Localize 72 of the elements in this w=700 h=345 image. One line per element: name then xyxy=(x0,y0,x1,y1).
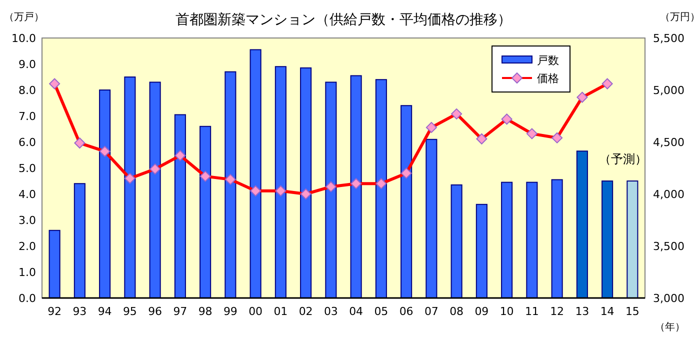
x-tick-label: 01 xyxy=(274,305,288,318)
legend-label: 戸数 xyxy=(537,54,559,67)
x-tick-label: 08 xyxy=(450,305,464,318)
x-tick-label: 13 xyxy=(575,305,590,318)
y2-tick-label: 4,500 xyxy=(653,136,684,149)
bar xyxy=(350,75,362,298)
y2-tick-label: 5,000 xyxy=(653,84,684,97)
bar xyxy=(99,90,111,298)
y2-tick-label: 3,500 xyxy=(653,240,684,253)
y-axis-title: （万戸） xyxy=(4,12,44,23)
y2-tick-label: 4,000 xyxy=(653,188,684,201)
bar xyxy=(224,71,236,298)
bar xyxy=(174,114,186,298)
legend-label: 価格 xyxy=(537,72,559,85)
y-tick-label: 8.0 xyxy=(18,84,36,97)
x-tick-label: 98 xyxy=(198,305,212,318)
y-tick-label: 3.0 xyxy=(18,214,36,227)
x-axis-title: （年） xyxy=(655,321,685,333)
chart-title: 首都圏新築マンション（供給戸数・平均価格の推移） xyxy=(176,12,512,28)
x-tick-label: 94 xyxy=(98,305,112,318)
x-tick-label: 00 xyxy=(248,305,263,318)
y-tick-label: 4.0 xyxy=(18,188,36,201)
bar xyxy=(149,82,161,298)
x-tick-label: 14 xyxy=(600,305,614,318)
bar xyxy=(526,182,538,298)
x-tick-label: 02 xyxy=(298,305,313,318)
bar xyxy=(426,138,438,298)
x-tick-label: 93 xyxy=(72,305,87,318)
bar xyxy=(551,179,563,298)
bar xyxy=(300,67,312,298)
y2-tick-label: 3,000 xyxy=(653,292,684,305)
y-tick-label: 2.0 xyxy=(18,240,36,253)
x-tick-label: 99 xyxy=(223,305,238,318)
bar xyxy=(74,183,86,298)
bar xyxy=(325,82,337,298)
bar xyxy=(576,150,588,298)
x-tick-label: 10 xyxy=(500,305,514,318)
x-tick-label: 95 xyxy=(122,305,137,318)
x-tick-label: 11 xyxy=(524,305,539,318)
bar xyxy=(626,180,638,298)
x-tick-label: 07 xyxy=(424,305,438,318)
y-tick-label: 0.0 xyxy=(18,292,36,305)
bar xyxy=(602,180,614,298)
x-tick-label: 96 xyxy=(148,305,162,318)
y-tick-label: 7.0 xyxy=(18,110,36,123)
x-tick-label: 12 xyxy=(550,305,564,318)
x-tick-label: 92 xyxy=(48,305,62,318)
y-tick-label: 9.0 xyxy=(18,58,36,71)
x-tick-label: 03 xyxy=(324,305,338,318)
bar xyxy=(250,49,262,298)
y-tick-label: 10.0 xyxy=(12,32,36,45)
y2-axis-title: （万円） xyxy=(660,12,700,23)
bar xyxy=(375,79,387,298)
y-tick-label: 5.0 xyxy=(18,162,36,175)
bar xyxy=(124,76,136,298)
bar xyxy=(200,126,212,298)
x-tick-label: 97 xyxy=(173,305,188,318)
x-tick-label: 05 xyxy=(374,305,388,318)
bar xyxy=(476,204,488,298)
y-tick-label: 1.0 xyxy=(18,266,36,279)
x-tick-label: 09 xyxy=(474,305,489,318)
bar xyxy=(400,105,412,298)
annotation: （予測） xyxy=(599,152,647,166)
bar xyxy=(501,182,513,298)
bar xyxy=(48,230,60,298)
y2-tick-label: 5,500 xyxy=(653,32,684,45)
y-tick-label: 6.0 xyxy=(18,136,36,149)
x-tick-label: 04 xyxy=(349,305,364,318)
bar xyxy=(274,66,286,298)
x-tick-label: 06 xyxy=(399,305,414,318)
x-tick-label: 15 xyxy=(625,305,640,318)
bar xyxy=(450,184,462,298)
